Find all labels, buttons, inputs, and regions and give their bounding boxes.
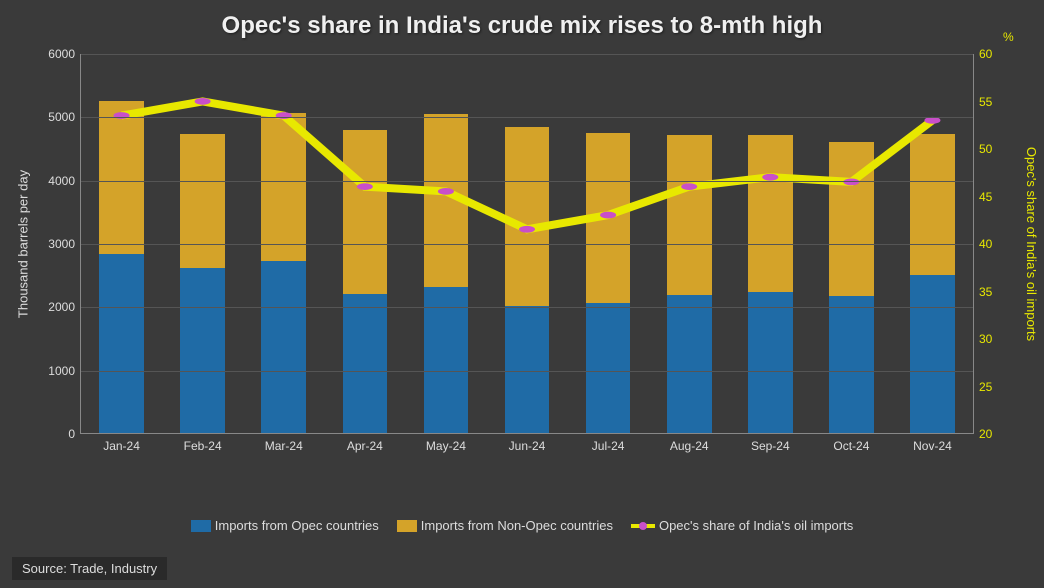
bar-stack (829, 142, 874, 433)
legend-nonopec: Imports from Non-Opec countries (397, 518, 613, 533)
bar-opec (829, 296, 874, 433)
gridline (81, 307, 973, 308)
y-left-tick: 6000 (48, 47, 81, 61)
gridline (81, 181, 973, 182)
bar-stack (99, 101, 144, 433)
bar-opec (748, 292, 793, 433)
bar-opec (180, 268, 225, 433)
bar-nonopec (99, 101, 144, 255)
y-left-tick: 4000 (48, 174, 81, 188)
x-tick-label: Jun-24 (509, 433, 546, 453)
bar-nonopec (586, 133, 631, 303)
gridline (81, 117, 973, 118)
bar-stack (586, 133, 631, 433)
bar-stack (261, 113, 306, 433)
source-label: Source: Trade, Industry (12, 557, 167, 580)
legend-box-opec (191, 520, 211, 532)
y-right-tick: 55 (973, 95, 992, 109)
gridline (81, 54, 973, 55)
legend-label-nonopec: Imports from Non-Opec countries (421, 518, 613, 533)
y-right-axis-title: Opec's share of India's oil imports (1024, 146, 1039, 340)
x-tick-label: Oct-24 (833, 433, 869, 453)
y-left-tick: 5000 (48, 110, 81, 124)
bar-stack (667, 135, 712, 433)
y-right-tick: 25 (973, 380, 992, 394)
y-left-tick: 2000 (48, 300, 81, 314)
y-left-tick: 0 (68, 427, 81, 441)
bar-nonopec (910, 134, 955, 275)
legend-label-opec: Imports from Opec countries (215, 518, 379, 533)
x-tick-label: Jul-24 (592, 433, 625, 453)
bar-stack (424, 114, 469, 433)
bar-nonopec (829, 142, 874, 296)
x-tick-label: Apr-24 (347, 433, 383, 453)
bar-stack (910, 134, 955, 433)
pct-unit-label: % (973, 30, 1014, 44)
bar-nonopec (261, 113, 306, 261)
y-right-tick: 40 (973, 237, 992, 251)
y-left-tick: 1000 (48, 364, 81, 378)
bar-nonopec (180, 134, 225, 268)
bar-opec (99, 254, 144, 433)
bar-opec (910, 275, 955, 433)
bar-nonopec (748, 135, 793, 293)
chart-title: Opec's share in India's crude mix rises … (0, 0, 1044, 44)
y-right-tick: 35 (973, 285, 992, 299)
x-tick-label: May-24 (426, 433, 466, 453)
bar-nonopec (424, 114, 469, 288)
bar-nonopec (343, 130, 388, 293)
y-right-tick: 45 (973, 190, 992, 204)
bar-nonopec (505, 127, 550, 306)
legend-line-icon (631, 524, 655, 528)
y-left-tick: 3000 (48, 237, 81, 251)
plot-area: Thousand barrels per day Opec's share of… (80, 54, 974, 434)
bar-opec (261, 261, 306, 433)
bar-opec (424, 287, 469, 433)
gridline (81, 371, 973, 372)
gridline (81, 244, 973, 245)
x-tick-label: Mar-24 (265, 433, 303, 453)
bar-stack (505, 127, 550, 433)
bar-opec (343, 294, 388, 433)
y-right-tick: 50 (973, 142, 992, 156)
y-right-tick: 20 (973, 427, 992, 441)
bar-stack (343, 130, 388, 433)
x-tick-label: Jan-24 (103, 433, 140, 453)
x-tick-label: Nov-24 (913, 433, 952, 453)
x-tick-label: Sep-24 (751, 433, 790, 453)
y-right-tick: 60 (973, 47, 992, 61)
bar-stack (748, 135, 793, 433)
y-right-tick: 30 (973, 332, 992, 346)
legend-box-nonopec (397, 520, 417, 532)
bar-opec (667, 295, 712, 433)
legend-share: Opec's share of India's oil imports (631, 518, 853, 533)
bar-stack (180, 134, 225, 433)
chart-area: Thousand barrels per day Opec's share of… (80, 54, 974, 474)
x-tick-label: Feb-24 (184, 433, 222, 453)
bar-opec (586, 303, 631, 433)
y-left-axis-title: Thousand barrels per day (16, 169, 31, 317)
x-tick-label: Aug-24 (670, 433, 709, 453)
legend-label-share: Opec's share of India's oil imports (659, 518, 853, 533)
bar-nonopec (667, 135, 712, 295)
legend-opec: Imports from Opec countries (191, 518, 379, 533)
legend: Imports from Opec countries Imports from… (0, 518, 1044, 533)
